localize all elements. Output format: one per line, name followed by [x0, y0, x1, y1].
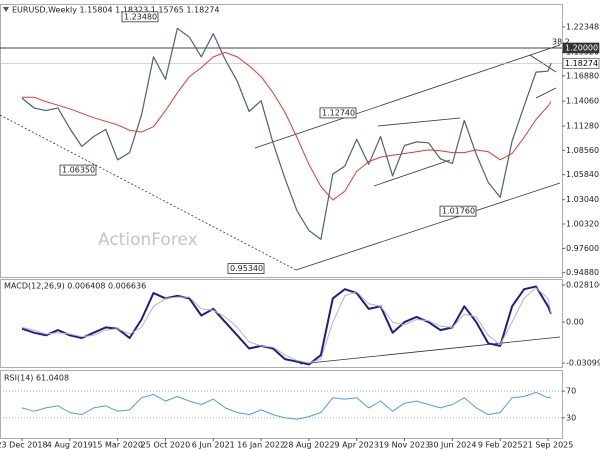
x-tick-label: 25 Oct 2020	[141, 441, 190, 450]
annotation-label: 1.06350	[62, 166, 95, 175]
y-tick-label: 70	[566, 387, 576, 396]
series-line	[21, 287, 552, 364]
level-label: 1.18274	[565, 59, 598, 68]
y-tick-label: 1.16880	[566, 71, 599, 80]
channel-line	[295, 182, 561, 271]
y-tick-label: 1.11280	[566, 121, 599, 130]
annotation-label: 1.01760	[442, 207, 475, 216]
y-tick-label: 1.00320	[566, 220, 599, 229]
channel-line	[254, 44, 561, 149]
macd-panel	[0, 279, 563, 368]
flag-line	[535, 87, 557, 99]
series-line	[22, 51, 552, 201]
level-box	[562, 58, 600, 69]
series-line	[21, 391, 552, 420]
annotation-label: 1.23480	[124, 12, 157, 21]
y-tick-label: 30	[566, 413, 576, 422]
y-tick-label: 0.028106	[566, 281, 600, 290]
x-tick-label: 23 Dec 2018	[0, 441, 48, 450]
series-line	[21, 285, 552, 366]
level-box	[562, 42, 600, 54]
annotation-box	[319, 107, 357, 119]
x-tick-label: 30 Jun 2024	[428, 441, 476, 450]
x-tick-label: 16 Jan 2022	[237, 441, 285, 450]
macd-title: MACD(12,26,9) 0.006408 0.006636	[4, 282, 146, 291]
flag-line	[377, 117, 461, 127]
y-tick-label: 1.08560	[566, 146, 599, 155]
y-tick-label: 1.03040	[566, 195, 599, 204]
rsi-title: RSI(14) 61.0408	[4, 374, 69, 383]
series-line	[21, 27, 552, 240]
x-tick-label: 15 Mar 2020	[92, 441, 143, 450]
y-tick-label: 1.14060	[566, 97, 599, 106]
chart-title: EURUSD,Weekly 1.15804 1.18323 1.15765 1.…	[12, 6, 219, 15]
macd-trend-line	[299, 336, 561, 365]
annotation-box	[227, 263, 265, 274]
level-label: 1.20000	[565, 43, 598, 52]
x-tick-label: 28 Aug 2022	[283, 441, 334, 450]
price-panel	[0, 4, 563, 278]
annotation-box	[121, 11, 159, 23]
y-tick-label: 0.94880	[566, 268, 599, 277]
x-tick-label: 6 Jun 2021	[192, 441, 235, 450]
rsi-panel	[0, 370, 563, 439]
fib-label: 38.2	[552, 37, 570, 46]
y-tick-label: 1.05840	[566, 170, 599, 179]
annotation-box	[59, 164, 97, 176]
annotation-label: 1.12740	[322, 108, 355, 117]
x-tick-label: 21 Sep 2025	[523, 441, 574, 450]
x-tick-label: 19 Nov 2023	[379, 441, 430, 450]
x-tick-label: 4 Aug 2019	[47, 441, 93, 450]
y-tick-label: -0.03099	[566, 359, 600, 368]
x-tick-label: 9 Apr 2023	[335, 441, 379, 450]
annotation-box	[439, 205, 477, 217]
y-tick-label: 0.97600	[566, 244, 599, 253]
annotation-label: 0.95340	[230, 264, 263, 273]
y-tick-label: 1.22348	[566, 22, 599, 31]
x-tick-label: 9 Feb 2025	[478, 441, 523, 450]
flag-line	[373, 159, 451, 187]
symbol-icon	[3, 7, 9, 12]
watermark: ActionForex	[98, 230, 198, 250]
y-tick-label: 0.00	[566, 318, 584, 327]
